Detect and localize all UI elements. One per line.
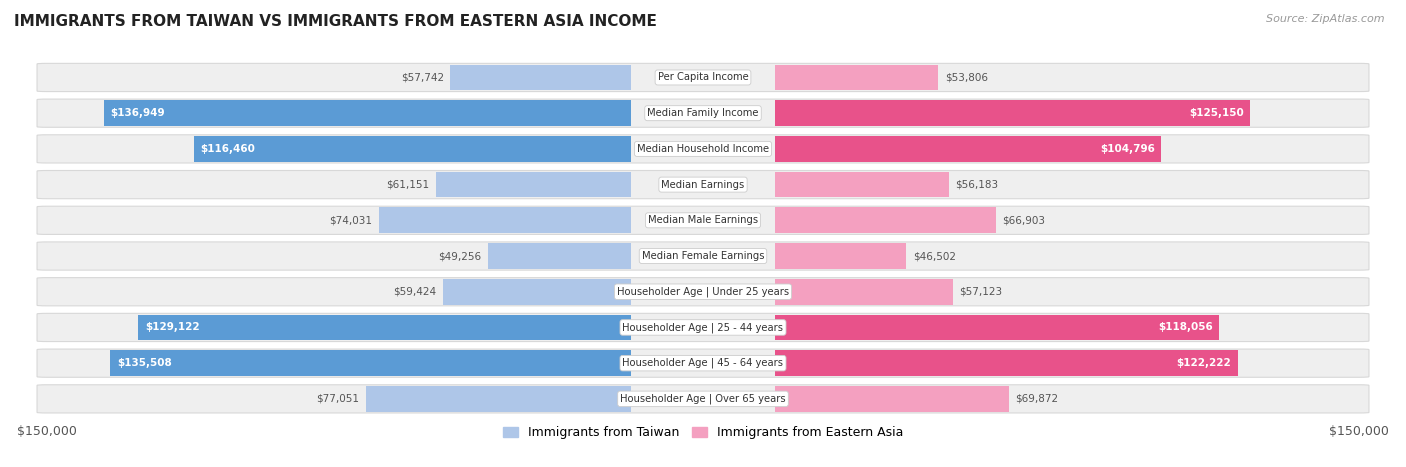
Text: $104,796: $104,796	[1099, 144, 1154, 154]
FancyBboxPatch shape	[37, 242, 1369, 270]
Text: $56,183: $56,183	[955, 180, 998, 190]
Text: IMMIGRANTS FROM TAIWAN VS IMMIGRANTS FROM EASTERN ASIA INCOME: IMMIGRANTS FROM TAIWAN VS IMMIGRANTS FRO…	[14, 14, 657, 29]
FancyBboxPatch shape	[37, 99, 1369, 127]
Text: Median Family Income: Median Family Income	[647, 108, 759, 118]
Bar	[775, 279, 953, 304]
Text: $136,949: $136,949	[111, 108, 165, 118]
Text: $135,508: $135,508	[117, 358, 172, 368]
Text: Householder Age | 45 - 64 years: Householder Age | 45 - 64 years	[623, 358, 783, 368]
Bar	[443, 279, 631, 304]
Bar	[138, 315, 631, 340]
Bar	[775, 315, 1219, 340]
Text: $57,123: $57,123	[959, 287, 1002, 297]
Bar	[775, 243, 907, 269]
Text: $61,151: $61,151	[385, 180, 429, 190]
Bar	[775, 100, 1250, 126]
Text: Median Household Income: Median Household Income	[637, 144, 769, 154]
Text: $66,903: $66,903	[1002, 215, 1045, 225]
Text: $53,806: $53,806	[945, 72, 988, 83]
Text: Median Earnings: Median Earnings	[661, 180, 745, 190]
Bar	[194, 136, 631, 162]
Bar	[775, 350, 1237, 376]
Bar	[104, 100, 631, 126]
Bar	[436, 172, 631, 198]
Text: $77,051: $77,051	[316, 394, 360, 404]
FancyBboxPatch shape	[37, 349, 1369, 377]
Bar	[110, 350, 631, 376]
FancyBboxPatch shape	[37, 170, 1369, 198]
Text: Per Capita Income: Per Capita Income	[658, 72, 748, 83]
Bar	[450, 64, 631, 90]
FancyBboxPatch shape	[37, 385, 1369, 413]
Bar	[488, 243, 631, 269]
Text: $125,150: $125,150	[1189, 108, 1244, 118]
Bar	[366, 386, 631, 412]
Text: $118,056: $118,056	[1159, 322, 1213, 333]
Bar	[775, 64, 938, 90]
FancyBboxPatch shape	[37, 277, 1369, 306]
Text: $129,122: $129,122	[145, 322, 200, 333]
Text: $46,502: $46,502	[912, 251, 956, 261]
Bar	[775, 207, 995, 233]
Text: $69,872: $69,872	[1015, 394, 1059, 404]
FancyBboxPatch shape	[37, 313, 1369, 341]
Text: $59,424: $59,424	[394, 287, 436, 297]
Legend: Immigrants from Taiwan, Immigrants from Eastern Asia: Immigrants from Taiwan, Immigrants from …	[499, 423, 907, 443]
Text: Median Female Earnings: Median Female Earnings	[641, 251, 765, 261]
Text: Source: ZipAtlas.com: Source: ZipAtlas.com	[1267, 14, 1385, 24]
Text: $57,742: $57,742	[401, 72, 444, 83]
FancyBboxPatch shape	[37, 135, 1369, 163]
Text: Median Male Earnings: Median Male Earnings	[648, 215, 758, 225]
Text: $74,031: $74,031	[329, 215, 373, 225]
Text: $122,222: $122,222	[1177, 358, 1232, 368]
FancyBboxPatch shape	[37, 64, 1369, 92]
Text: Householder Age | Over 65 years: Householder Age | Over 65 years	[620, 394, 786, 404]
Text: Householder Age | Under 25 years: Householder Age | Under 25 years	[617, 286, 789, 297]
Text: $49,256: $49,256	[437, 251, 481, 261]
Text: $116,460: $116,460	[200, 144, 254, 154]
FancyBboxPatch shape	[37, 206, 1369, 234]
Bar	[775, 386, 1008, 412]
Text: Householder Age | 25 - 44 years: Householder Age | 25 - 44 years	[623, 322, 783, 333]
Bar	[775, 172, 949, 198]
Bar	[775, 136, 1161, 162]
Bar	[380, 207, 631, 233]
